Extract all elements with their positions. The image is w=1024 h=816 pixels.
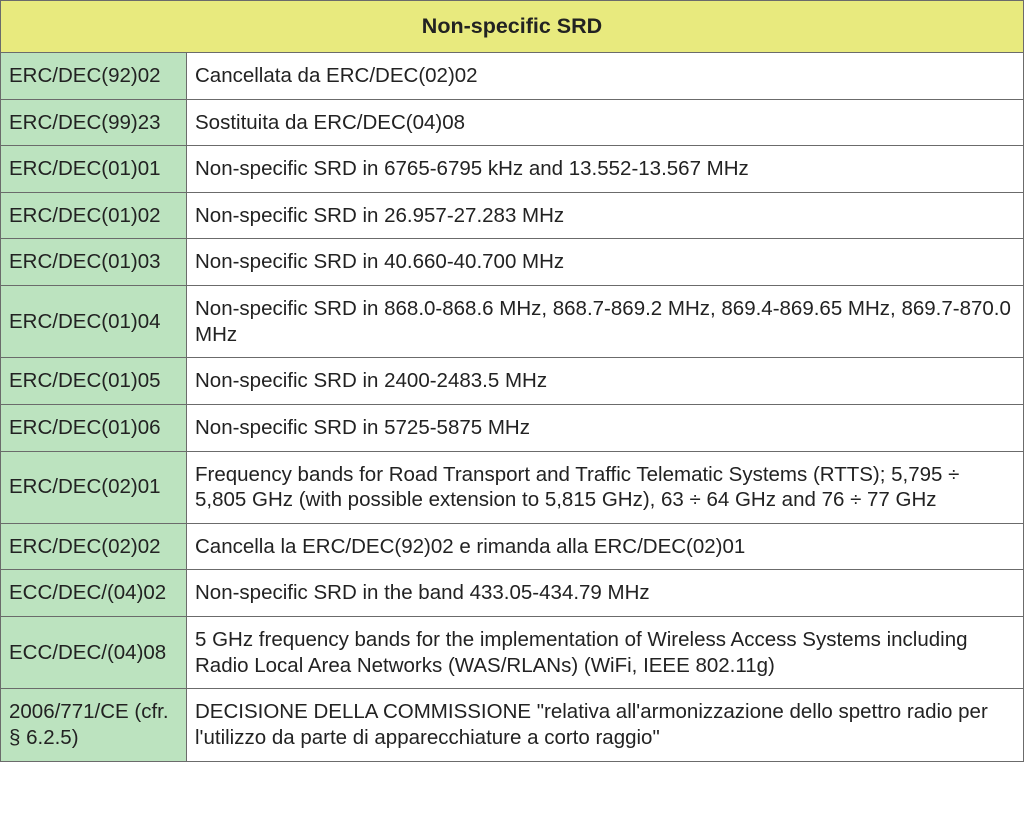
table-row: ERC/DEC(02)02Cancella la ERC/DEC(92)02 e… [1,523,1024,570]
table-row: ERC/DEC(02)01Frequency bands for Road Tr… [1,451,1024,523]
header-row: Non-specific SRD [1,1,1024,53]
table-row: ERC/DEC(01)05Non-specific SRD in 2400-24… [1,358,1024,405]
decision-description: Non-specific SRD in 2400-2483.5 MHz [187,358,1024,405]
decision-code: ECC/DEC/(04)08 [1,617,187,689]
table-row: ERC/DEC(01)03Non-specific SRD in 40.660-… [1,239,1024,286]
decision-description: Non-specific SRD in 26.957-27.283 MHz [187,192,1024,239]
decision-description: Frequency bands for Road Transport and T… [187,451,1024,523]
table-row: 2006/771/CE (cfr. § 6.2.5)DECISIONE DELL… [1,689,1024,761]
decision-code: ERC/DEC(01)06 [1,404,187,451]
decision-code: ERC/DEC(02)02 [1,523,187,570]
decision-description: DECISIONE DELLA COMMISSIONE "relativa al… [187,689,1024,761]
decision-description: Non-specific SRD in 40.660-40.700 MHz [187,239,1024,286]
table-row: ERC/DEC(99)23Sostituita da ERC/DEC(04)08 [1,99,1024,146]
table-row: ECC/DEC/(04)02Non-specific SRD in the ba… [1,570,1024,617]
table-row: ECC/DEC/(04)085 GHz frequency bands for … [1,617,1024,689]
decision-code: ERC/DEC(01)02 [1,192,187,239]
table-row: ERC/DEC(01)04Non-specific SRD in 868.0-8… [1,286,1024,358]
decision-description: Cancella la ERC/DEC(92)02 e rimanda alla… [187,523,1024,570]
decision-description: Non-specific SRD in 5725-5875 MHz [187,404,1024,451]
decision-code: ERC/DEC(92)02 [1,52,187,99]
decision-description: Sostituita da ERC/DEC(04)08 [187,99,1024,146]
srd-table-container: Non-specific SRD ERC/DEC(92)02Cancellata… [0,0,1024,762]
decision-code: ECC/DEC/(04)02 [1,570,187,617]
decision-code: ERC/DEC(01)01 [1,146,187,193]
table-title: Non-specific SRD [1,1,1024,53]
decision-description: Non-specific SRD in 6765-6795 kHz and 13… [187,146,1024,193]
decision-code: ERC/DEC(01)03 [1,239,187,286]
decision-code: ERC/DEC(99)23 [1,99,187,146]
decision-code: 2006/771/CE (cfr. § 6.2.5) [1,689,187,761]
decision-code: ERC/DEC(01)04 [1,286,187,358]
table-row: ERC/DEC(01)02Non-specific SRD in 26.957-… [1,192,1024,239]
srd-table: Non-specific SRD ERC/DEC(92)02Cancellata… [0,0,1024,762]
table-row: ERC/DEC(01)01Non-specific SRD in 6765-67… [1,146,1024,193]
decision-code: ERC/DEC(01)05 [1,358,187,405]
table-body: ERC/DEC(92)02Cancellata da ERC/DEC(02)02… [1,52,1024,761]
decision-code: ERC/DEC(02)01 [1,451,187,523]
decision-description: Non-specific SRD in the band 433.05-434.… [187,570,1024,617]
decision-description: Cancellata da ERC/DEC(02)02 [187,52,1024,99]
table-row: ERC/DEC(01)06Non-specific SRD in 5725-58… [1,404,1024,451]
decision-description: Non-specific SRD in 868.0-868.6 MHz, 868… [187,286,1024,358]
decision-description: 5 GHz frequency bands for the implementa… [187,617,1024,689]
table-row: ERC/DEC(92)02Cancellata da ERC/DEC(02)02 [1,52,1024,99]
